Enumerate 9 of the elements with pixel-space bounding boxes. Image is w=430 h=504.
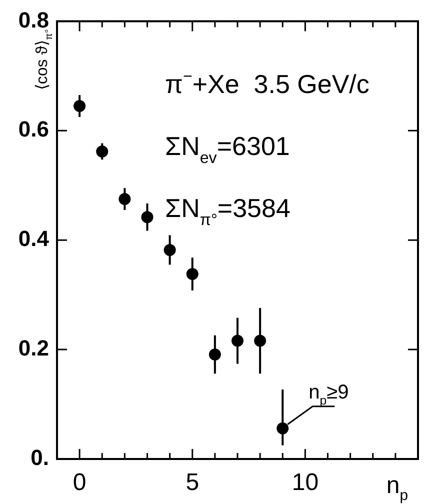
y-tick-label: 0.2 bbox=[18, 336, 49, 361]
x-tick-label: 10 bbox=[292, 469, 319, 496]
x-tick-label: 0 bbox=[72, 469, 86, 496]
y-tick-label: 0.6 bbox=[18, 116, 49, 142]
annotation: π−+Xe 3.5 GeV/c bbox=[165, 68, 370, 100]
y-tick-label: 0.4 bbox=[18, 226, 50, 252]
y-axis-title: ⟨cos ϑ⟩π° bbox=[34, 29, 55, 90]
x-tick-label: 5 bbox=[186, 469, 200, 496]
y-tick-label: 0. bbox=[30, 445, 49, 470]
